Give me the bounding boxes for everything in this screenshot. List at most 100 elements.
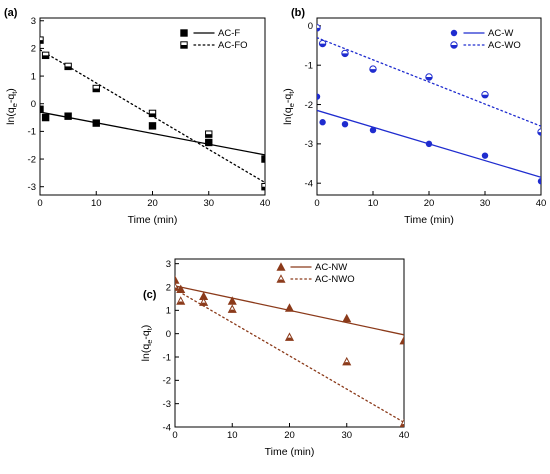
- data-point-AC-F: [92, 119, 100, 127]
- y-tick-label: 1: [166, 306, 171, 317]
- data-point-AC-NWO-fill: [175, 287, 179, 291]
- y-axis-title-subscript: t: [287, 91, 296, 94]
- data-point-AC-NW: [284, 303, 295, 312]
- x-tick-label: 40: [399, 430, 410, 441]
- data-point-AC-NW: [342, 313, 352, 323]
- y-axis-title-subscript: e: [287, 103, 296, 107]
- legend-label: AC-FO: [218, 40, 248, 51]
- x-axis-title: Time (min): [265, 446, 315, 458]
- data-point-AC-WO-fill: [481, 94, 489, 98]
- y-axis-title-part: ln(q: [5, 107, 17, 125]
- data-point-AC-W: [481, 152, 489, 159]
- data-point-AC-W: [341, 121, 349, 128]
- y-tick-label: -1: [305, 61, 313, 72]
- data-point-AC-WO-fill: [317, 27, 321, 31]
- data-point-AC-NWO-fill: [285, 337, 294, 341]
- data-point-AC-NWO-fill: [177, 301, 185, 305]
- y-tick-label: 3: [31, 16, 36, 27]
- data-point-AC-NWO-fill: [343, 362, 351, 365]
- y-axis-title-part: -q: [282, 94, 294, 103]
- legend: AC-WAC-WO: [450, 28, 521, 51]
- y-axis-title-part: -q: [5, 94, 17, 103]
- data-point-AC-WO-fill: [425, 77, 433, 81]
- fit-line-AC-F: [40, 111, 265, 156]
- y-axis-title-part: ): [282, 88, 294, 92]
- series-AC-W: [317, 93, 541, 185]
- y-tick-label: -3: [163, 399, 171, 410]
- data-point-AC-FO-fill: [64, 66, 72, 70]
- series-AC-F: [40, 105, 265, 163]
- data-point-AC-W: [369, 126, 377, 134]
- y-axis-title-part: ln(q: [140, 344, 152, 362]
- data-point-AC-FO-fill: [93, 88, 100, 92]
- data-point-AC-W: [319, 119, 326, 126]
- x-tick-label: 10: [368, 198, 379, 209]
- y-tick-label: -4: [305, 179, 313, 190]
- x-tick-label: 40: [536, 198, 547, 209]
- data-point-AC-FO-fill: [40, 40, 44, 44]
- legend-label: AC-W: [488, 28, 513, 39]
- data-point-AC-WO-fill: [341, 53, 349, 57]
- y-tick-label: -2: [305, 100, 313, 111]
- legend-label: AC-WO: [488, 40, 521, 51]
- y-tick-label: -2: [28, 154, 36, 165]
- data-point-AC-F: [261, 155, 265, 163]
- data-point-AC-NWO-fill: [199, 302, 208, 306]
- y-axis-title-subscript: t: [145, 327, 154, 330]
- panel-label: (b): [291, 7, 305, 19]
- data-point-AC-WO-fill: [369, 69, 377, 73]
- y-tick-label: 1: [31, 71, 36, 82]
- y-axis-title-part: ): [5, 88, 17, 92]
- y-tick-label: 2: [31, 44, 36, 55]
- legend-marker-AC-NW: [276, 262, 286, 271]
- y-axis-title-subscript: e: [145, 340, 154, 344]
- x-tick-label: 10: [91, 198, 102, 209]
- x-tick-label: 20: [284, 430, 295, 441]
- y-tick-label: -2: [163, 376, 171, 387]
- series-AC-FO: [40, 36, 265, 191]
- x-tick-label: 30: [341, 430, 352, 441]
- x-tick-label: 0: [172, 430, 177, 441]
- plot-frame: [174, 258, 405, 428]
- series-AC-NW: [175, 275, 404, 345]
- legend-marker-AC-F: [180, 29, 188, 37]
- y-tick-label: -3: [28, 182, 36, 193]
- data-point-AC-FO-fill: [205, 134, 212, 138]
- legend-label: AC-NWO: [315, 274, 355, 285]
- chart-panel-1: (a) 0 10 20 30 40 -3 -2 -1 0 1 2 3 Time (min) ln(qe-qt…: [4, 7, 270, 226]
- data-point-AC-NW: [399, 335, 404, 345]
- data-point-AC-F: [40, 105, 44, 113]
- series-AC-NWO: [175, 282, 404, 427]
- data-point-AC-FO-fill: [261, 186, 265, 190]
- x-tick-label: 0: [314, 198, 319, 209]
- x-tick-label: 40: [260, 198, 271, 209]
- x-axis-title: Time (min): [404, 214, 454, 226]
- data-point-AC-NW: [175, 275, 180, 284]
- data-point-AC-F: [64, 112, 72, 120]
- y-tick-label: -1: [28, 127, 36, 138]
- y-axis-title-part: ln(q: [282, 107, 294, 125]
- panel-label: (a): [4, 7, 18, 19]
- data-point-AC-FO-fill: [42, 55, 49, 59]
- y-tick-label: -1: [163, 352, 171, 363]
- x-tick-label: 20: [424, 198, 435, 209]
- chart-panel-3: (c) 0 10 20 30 40 -4 -3 -2 -1 0 1 2 3 Time (min) ln(qe-…: [140, 258, 410, 458]
- x-tick-label: 0: [37, 198, 42, 209]
- legend-marker-AC-NWO-fill: [277, 279, 285, 283]
- y-tick-label: 2: [166, 282, 171, 293]
- legend-label: AC-NW: [315, 262, 347, 273]
- data-point-AC-NWO-fill: [228, 309, 236, 313]
- y-tick-label: 0: [31, 99, 36, 110]
- y-axis-title-subscript: e: [10, 103, 19, 107]
- x-tick-label: 20: [147, 198, 158, 209]
- data-point-AC-W: [537, 178, 541, 185]
- y-tick-label: 0: [308, 21, 313, 32]
- data-point-AC-W: [425, 140, 433, 148]
- series-AC-WO: [317, 24, 541, 136]
- data-point-AC-WO-fill: [537, 132, 541, 136]
- legend-marker-AC-W: [450, 29, 458, 37]
